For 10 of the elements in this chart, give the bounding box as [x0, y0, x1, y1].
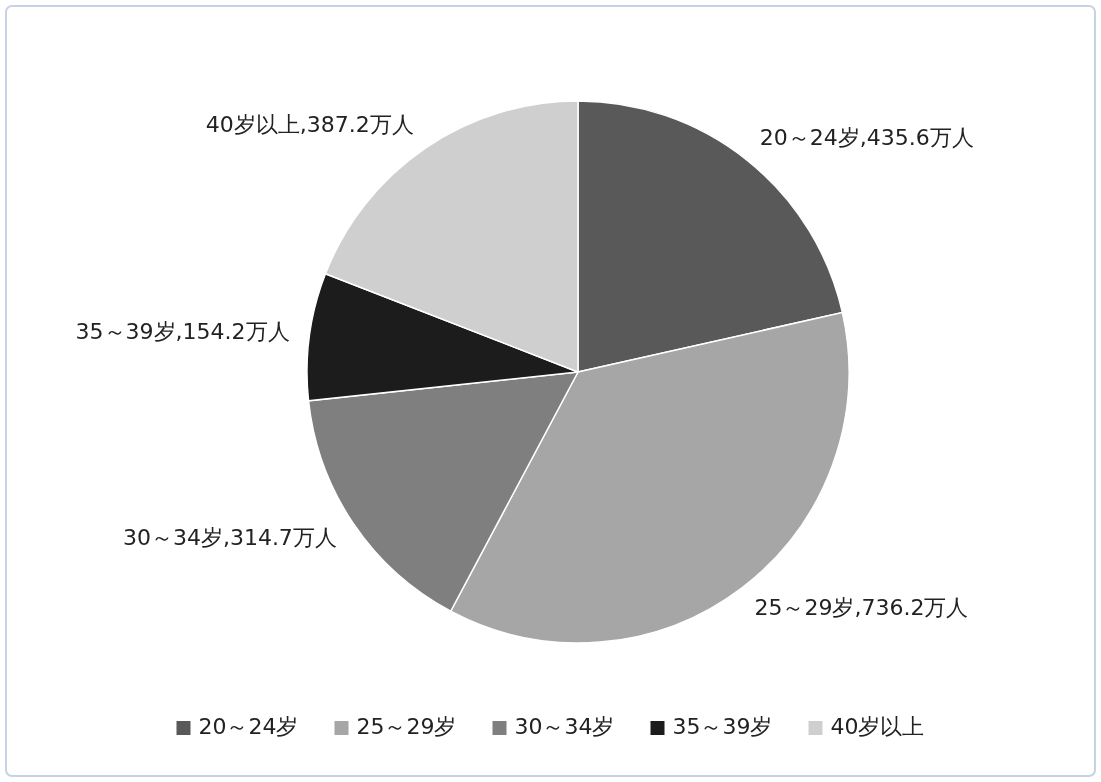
legend-label: 30～34岁 [514, 714, 615, 739]
legend-label: 20～24岁 [198, 714, 299, 739]
legend-label: 40岁以上 [830, 714, 925, 739]
data-label: 25～29岁,736.2万人 [754, 595, 969, 621]
data-label: 40岁以上,387.2万人 [205, 111, 414, 137]
data-label: 30～34岁,314.7万人 [122, 524, 337, 550]
data-label: 20～24岁,435.6万人 [759, 125, 974, 151]
legend-label: 25～29岁 [356, 714, 457, 739]
legend-label: 35～39岁 [672, 714, 773, 739]
data-label: 35～39岁,154.2万人 [75, 318, 290, 344]
